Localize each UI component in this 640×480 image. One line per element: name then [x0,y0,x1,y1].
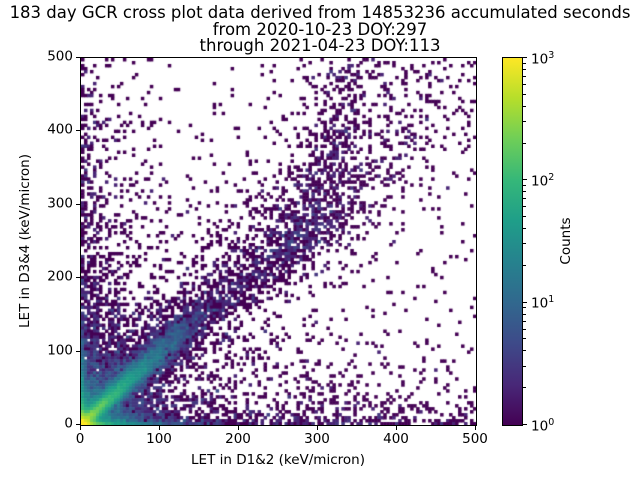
colorbar-minor-tick [523,142,526,144]
y-tick [76,203,80,205]
chart-title-line1: 183 day GCR cross plot data derived from… [9,3,631,22]
colorbar-minor-tick [523,320,526,322]
colorbar-tick [523,179,527,181]
colorbar-minor-tick [523,105,526,107]
colorbar-minor-tick [523,328,526,330]
y-tick [76,350,80,352]
y-tick [76,57,80,58]
y-tick-label: 0 [64,415,73,432]
chart-title: 183 day GCR cross plot data derived from… [0,3,640,55]
y-tick-label: 100 [47,341,73,358]
x-tick [80,426,81,430]
colorbar-minor-tick [523,93,526,95]
colorbar-minor-tick [523,184,526,186]
colorbar-minor-tick [523,84,526,86]
colorbar-minor-tick [523,350,526,352]
colorbar-tick [523,301,527,303]
colorbar-minor-tick [523,228,526,229]
y-tick-label: 500 [47,48,73,65]
y-tick [76,424,80,425]
x-tick-label: 0 [75,431,85,447]
colorbar-minor-tick [523,387,526,389]
colorbar-minor-tick [523,216,526,218]
y-tick [76,277,80,279]
colorbar [502,57,523,426]
y-tick [76,130,80,132]
y-tick-label: 200 [47,268,73,285]
x-tick-label: 200 [225,431,251,447]
x-tick-label: 100 [146,431,172,447]
colorbar-minor-tick [523,243,526,245]
colorbar-minor-tick [523,120,526,122]
colorbar-minor-tick [523,206,526,208]
colorbar-tick-label: 103 [531,49,555,67]
colorbar-tick [523,57,527,58]
x-tick-label: 400 [383,431,409,447]
colorbar-minor-tick [523,307,526,309]
y-axis-label: LET in D3&4 (keV/micron) [17,154,33,328]
colorbar-minor-tick [523,75,526,77]
colorbar-tick-label: 100 [531,416,555,434]
x-axis-label: LET in D1&2 (keV/micron) [191,452,365,468]
colorbar-minor-tick [523,68,526,70]
colorbar-tick-label: 102 [531,171,555,190]
x-tick-label: 300 [304,431,330,447]
colorbar-minor-tick [523,365,526,367]
x-tick [396,426,397,430]
colorbar-tick [523,424,527,425]
chart-title-line2: from 2020-10-23 DOY:297 [212,19,428,39]
colorbar-tick-label: 101 [531,294,555,312]
y-tick-label: 300 [47,195,73,212]
x-tick-label: 500 [462,431,488,447]
x-tick [317,426,318,430]
colorbar-minor-tick [523,264,526,266]
x-tick [159,426,160,430]
plot-area [80,57,477,426]
colorbar-gradient [503,58,522,425]
chart-title-line3: through 2021-04-23 DOY:113 [199,36,441,55]
y-tick-label: 400 [47,121,73,138]
x-tick [475,426,476,430]
heatmap-canvas [81,58,476,425]
colorbar-minor-tick [523,338,526,340]
colorbar-label: Counts [558,217,574,265]
colorbar-minor-tick [523,313,526,315]
colorbar-minor-tick [523,191,526,193]
colorbar-minor-tick [523,62,526,64]
colorbar-minor-tick [523,198,526,200]
x-tick [238,426,239,430]
